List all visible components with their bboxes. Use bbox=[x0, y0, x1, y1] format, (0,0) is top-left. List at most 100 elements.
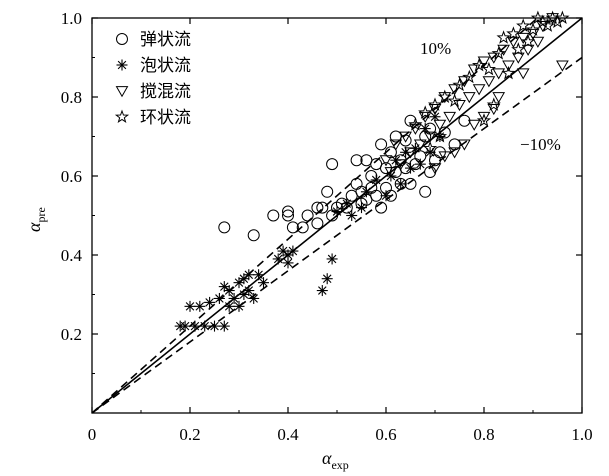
data-point-asterisk bbox=[287, 245, 299, 257]
legend-marker-asterisk bbox=[116, 59, 128, 71]
x-axis-label-sub: exp bbox=[331, 458, 348, 472]
data-point-triangle-down bbox=[492, 68, 506, 80]
data-point-triangle-down bbox=[448, 147, 461, 159]
data-point-asterisk bbox=[282, 257, 294, 269]
data-point-triangle-down bbox=[502, 60, 515, 72]
data-point-triangle-down bbox=[458, 139, 471, 151]
data-point-circle bbox=[296, 221, 309, 234]
data-point-star bbox=[525, 22, 541, 36]
data-point-circle bbox=[326, 158, 339, 171]
data-point-star bbox=[555, 10, 570, 25]
data-point-star bbox=[462, 69, 477, 84]
data-point-asterisk bbox=[380, 190, 392, 202]
data-point-asterisk bbox=[233, 300, 245, 312]
x-tick-label: 1.0 bbox=[571, 425, 592, 444]
y-tick-label: 0.6 bbox=[61, 167, 82, 186]
data-point-asterisk bbox=[414, 158, 426, 170]
data-point-star bbox=[491, 46, 506, 60]
data-point-circle bbox=[282, 209, 294, 222]
error-bound-line bbox=[91, 56, 583, 414]
data-point-star bbox=[437, 89, 452, 104]
data-point-circle bbox=[458, 114, 471, 127]
data-point-asterisk bbox=[316, 285, 328, 297]
data-point-circle bbox=[370, 189, 383, 202]
data-point-asterisk bbox=[233, 277, 245, 289]
data-point-star bbox=[427, 97, 443, 111]
data-point-asterisk bbox=[194, 300, 206, 312]
data-point-triangle-down bbox=[433, 119, 447, 131]
data-point-asterisk bbox=[248, 292, 260, 304]
data-point-circle bbox=[218, 221, 231, 234]
data-point-triangle-down bbox=[428, 163, 442, 175]
data-point-star bbox=[418, 105, 433, 119]
data-point-circle bbox=[350, 177, 363, 190]
data-point-star bbox=[506, 26, 521, 40]
data-point-asterisk bbox=[218, 320, 230, 332]
data-point-asterisk bbox=[346, 210, 358, 221]
data-point-asterisk bbox=[243, 285, 255, 297]
data-point-circle bbox=[375, 138, 388, 151]
data-point-asterisk bbox=[243, 269, 255, 281]
x-tick-label: 0.8 bbox=[473, 425, 494, 444]
error-bound-line bbox=[91, 17, 538, 414]
data-point-star bbox=[511, 42, 526, 56]
data-point-asterisk bbox=[405, 162, 416, 174]
data-point-asterisk bbox=[356, 202, 367, 214]
data-point-asterisk bbox=[184, 300, 196, 312]
legend-marker-triangle-down bbox=[115, 86, 129, 98]
legend-marker-star bbox=[114, 109, 130, 124]
data-point-triangle-down bbox=[438, 151, 452, 163]
legend-label: 搅混流 bbox=[140, 82, 191, 102]
data-point-star bbox=[408, 117, 423, 131]
data-point-asterisk bbox=[395, 178, 407, 190]
data-point-triangle-down bbox=[423, 131, 437, 143]
x-axis-label-main: α bbox=[322, 448, 332, 468]
data-point-triangle-down bbox=[413, 139, 427, 151]
data-point-star bbox=[501, 65, 516, 80]
data-point-triangle-down bbox=[472, 84, 486, 96]
data-point-asterisk bbox=[331, 206, 343, 218]
data-point-asterisk bbox=[385, 170, 397, 182]
data-point-star bbox=[471, 57, 487, 72]
data-point-triangle-down bbox=[384, 167, 398, 179]
data-point-triangle-down bbox=[448, 84, 461, 96]
data-point-star bbox=[550, 14, 565, 28]
data-point-asterisk bbox=[204, 296, 216, 308]
y-tick-label: 0.8 bbox=[61, 88, 82, 107]
legend-label: 弹状流 bbox=[140, 30, 191, 50]
data-point-asterisk bbox=[223, 285, 235, 297]
y-tick-label: 1.0 bbox=[61, 9, 82, 28]
data-point-star bbox=[422, 140, 438, 155]
data-point-asterisk bbox=[258, 277, 269, 289]
data-point-asterisk bbox=[213, 292, 225, 304]
data-point-circle bbox=[311, 217, 324, 230]
data-point-circle bbox=[301, 209, 314, 222]
data-point-asterisk bbox=[199, 320, 211, 332]
data-point-asterisk bbox=[228, 292, 240, 304]
legend-label: 泡状流 bbox=[140, 56, 191, 76]
axes: 0 0.2 0.4 0.6 0.8 1.0 0.2 0.4 0.6 0.8 1.0 bbox=[61, 9, 593, 444]
data-point-triangle-down bbox=[394, 159, 408, 171]
x-tick-label: 0.4 bbox=[277, 425, 299, 444]
data-point-asterisk bbox=[272, 253, 284, 265]
data-point-triangle-down bbox=[516, 68, 530, 80]
data-point-triangle-down bbox=[467, 119, 481, 131]
data-point-asterisk bbox=[341, 198, 353, 210]
data-point-asterisk bbox=[253, 269, 265, 281]
y-axis-label-main: α bbox=[24, 222, 44, 232]
data-point-star bbox=[496, 30, 511, 44]
data-point-star bbox=[486, 97, 501, 111]
legend-label: 环状流 bbox=[140, 108, 191, 128]
annotation-plus-10: 10% bbox=[420, 39, 451, 58]
data-point-asterisk bbox=[189, 320, 201, 332]
x-tick-label: 0.6 bbox=[375, 425, 396, 444]
legend-marker-circle bbox=[116, 33, 128, 45]
data-points bbox=[174, 10, 570, 332]
annotation-minus-10: −10% bbox=[520, 135, 561, 154]
data-point-triangle-down bbox=[507, 36, 520, 48]
data-point-asterisk bbox=[321, 273, 333, 285]
data-point-circle bbox=[247, 229, 260, 242]
data-point-star bbox=[481, 61, 497, 76]
x-axis-label: αexp bbox=[322, 448, 349, 472]
